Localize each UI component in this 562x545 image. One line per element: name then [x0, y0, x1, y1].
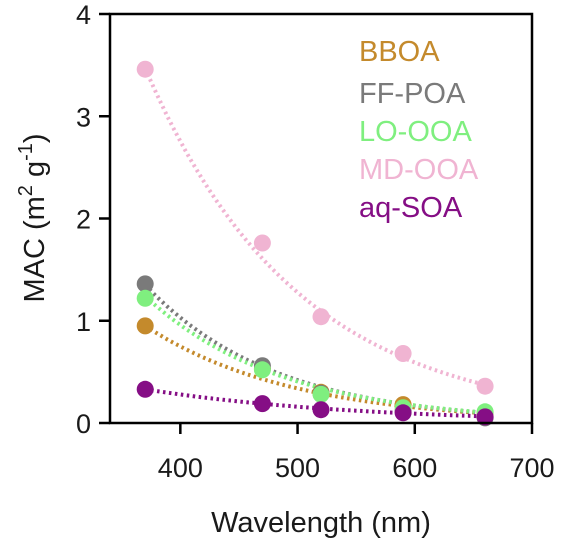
- x-tick-label-600: 600: [392, 453, 437, 483]
- point-bboa-370: [136, 317, 154, 335]
- data-points: [136, 60, 494, 427]
- y-axis-title: MAC (m2 g-1): [15, 133, 51, 302]
- point-aq-soa-590: [394, 404, 412, 422]
- tick-labels: 400 500 600 700 0 1 2 3 4: [76, 0, 555, 483]
- y-tick-label-2: 2: [76, 205, 91, 235]
- y-axis-title-mid: g: [19, 161, 51, 185]
- point-aq-soa-470: [253, 395, 271, 413]
- point-lo-ooa-470: [253, 361, 271, 379]
- point-lo-ooa-370: [136, 289, 154, 307]
- point-md-ooa-520: [312, 308, 330, 326]
- legend-label-lo-ooa: LO-OOA: [359, 116, 472, 148]
- point-md-ooa-590: [394, 345, 412, 362]
- point-ff-poa-370: [136, 275, 154, 293]
- point-aq-soa-520: [312, 401, 330, 419]
- legend: BBOA FF-POA LO-OOA MD-OOA aq-SOA: [359, 36, 479, 224]
- y-tick-label-4: 4: [76, 0, 91, 30]
- y-axis-title-base: MAC (m: [19, 196, 51, 302]
- x-axis-title: Wavelength (nm): [211, 507, 431, 539]
- x-tick-label-700: 700: [509, 453, 554, 483]
- y-tick-label-0: 0: [76, 409, 91, 439]
- point-md-ooa-370: [136, 60, 154, 78]
- y-axis-title-sup-1: 2: [15, 185, 37, 196]
- fit-line-md-ooa: [143, 67, 486, 387]
- legend-label-ff-poa: FF-POA: [359, 78, 466, 110]
- legend-label-aq-soa: aq-SOA: [359, 192, 463, 224]
- point-lo-ooa-520: [312, 385, 330, 403]
- legend-label-md-ooa: MD-OOA: [359, 154, 479, 186]
- axis-ticks: [99, 12, 534, 434]
- y-tick-label-1: 1: [76, 307, 91, 337]
- y-tick-label-3: 3: [76, 102, 91, 132]
- point-md-ooa-660: [476, 377, 494, 395]
- legend-label-bboa: BBOA: [359, 36, 440, 68]
- point-aq-soa-660: [476, 408, 494, 426]
- plot-frame: [108, 12, 534, 425]
- y-axis-title-end: ): [19, 133, 51, 143]
- point-md-ooa-470: [253, 234, 271, 252]
- x-tick-label-400: 400: [158, 453, 203, 483]
- y-axis-title-sup-2: -1: [15, 143, 37, 161]
- x-tick-label-500: 500: [275, 453, 320, 483]
- point-aq-soa-370: [136, 380, 154, 398]
